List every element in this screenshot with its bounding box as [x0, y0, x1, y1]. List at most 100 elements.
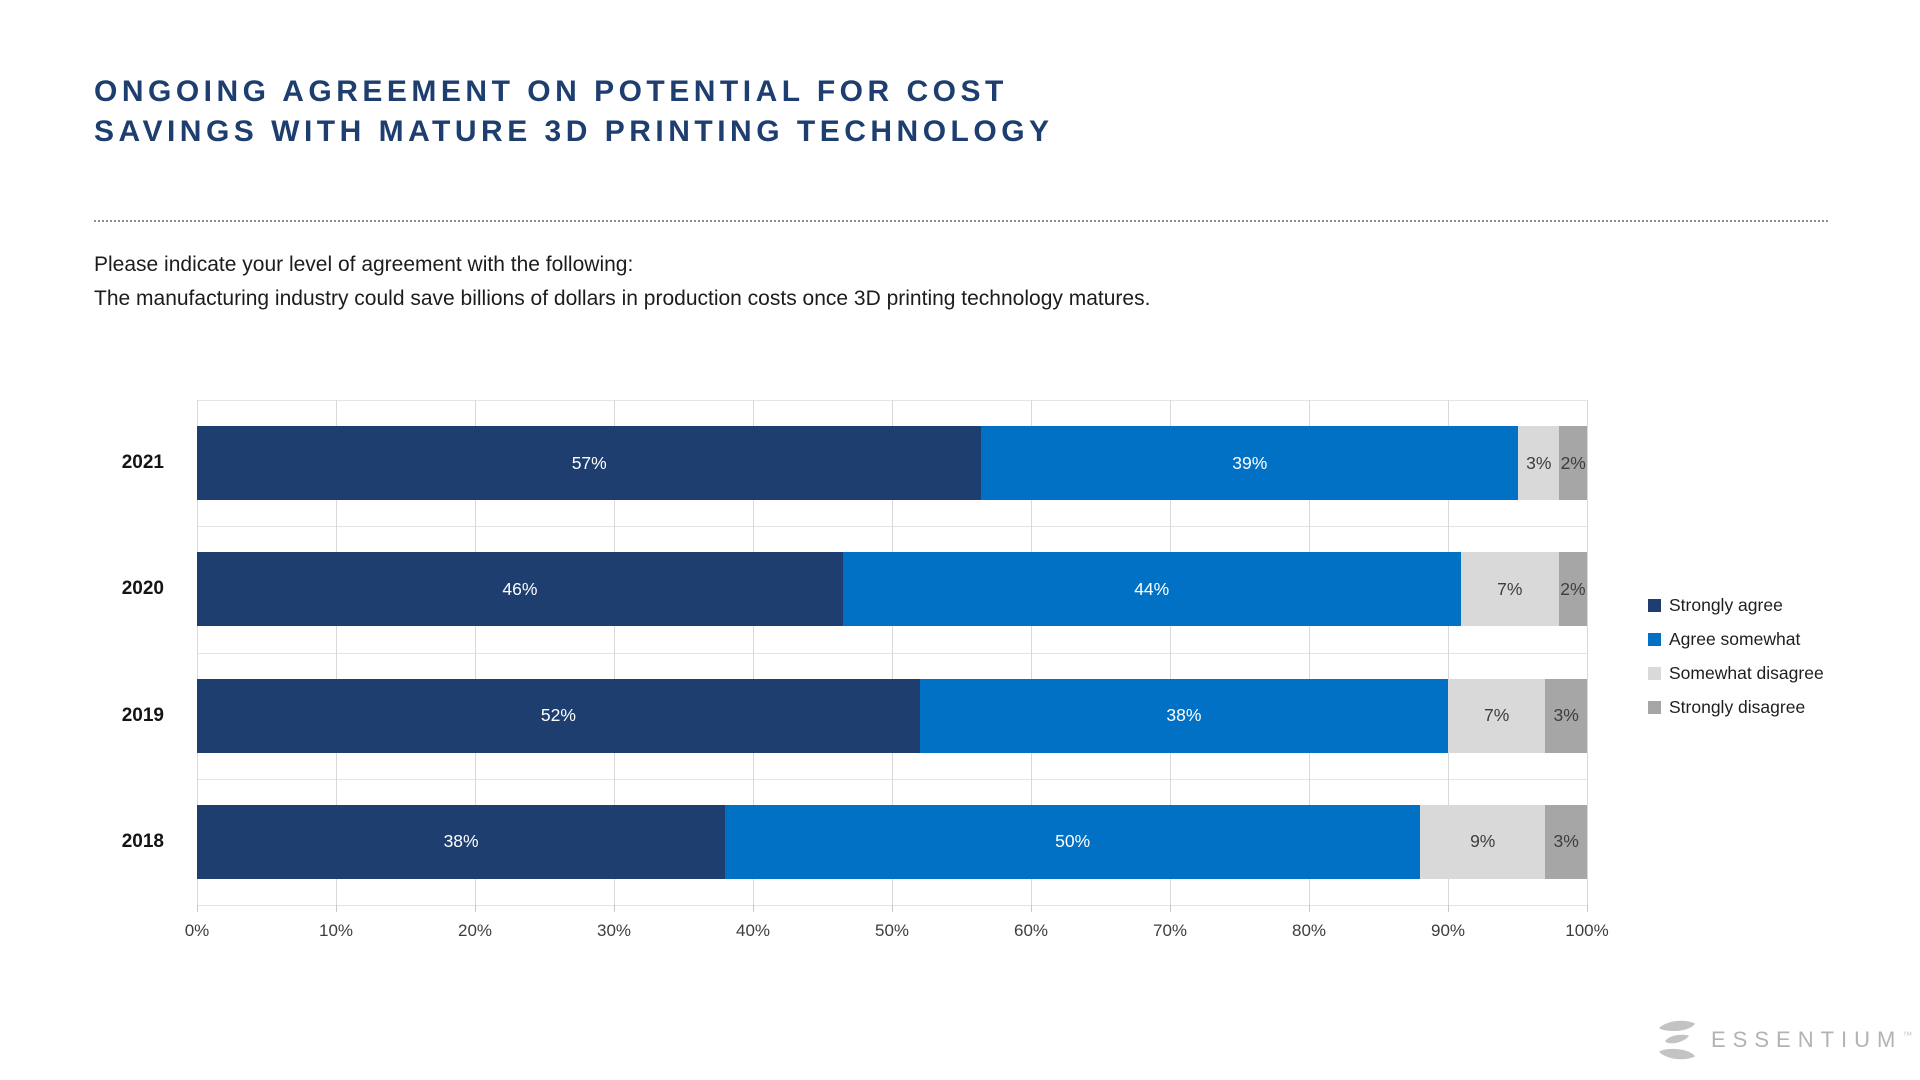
bar-segment: 7%: [1448, 678, 1546, 753]
axis-tick-label: 20%: [457, 921, 493, 940]
percent-axis: 0% 10% 20% 30% 40% 50% 60% 70% 80% 90% 100%: [185, 905, 1609, 955]
bar-segment: 3%: [1518, 426, 1560, 501]
bar-segment: 38%: [919, 678, 1448, 753]
bar-segment: 46%: [197, 552, 843, 627]
bar-value-label: 46%: [502, 578, 538, 599]
legend-swatch: [1648, 666, 1661, 680]
category-label: 2020: [121, 578, 164, 600]
bar-segment: 2%: [1558, 552, 1587, 627]
dotted-divider: [94, 220, 1828, 222]
axis-tick: [1448, 905, 1449, 912]
bar-value-label: 9%: [1470, 831, 1496, 852]
category-band: 38% 50% 9% 3%: [197, 779, 1587, 905]
bar-segment: 9%: [1420, 804, 1546, 879]
gridline-vertical: [1031, 400, 1032, 905]
axis-tick-label: 60%: [1013, 921, 1049, 940]
bar-segment: 39%: [981, 426, 1519, 501]
axis-tick-label: 80%: [1291, 921, 1327, 940]
stacked-bar: 46% 44% 7% 2%: [197, 552, 1587, 627]
category-label: 2018: [121, 830, 164, 852]
axis-tick: [1170, 905, 1171, 912]
axis-tick: [1309, 905, 1310, 912]
legend-label: Somewhat disagree: [1669, 662, 1824, 683]
legend-item: Strongly disagree: [1648, 690, 1824, 724]
gridline-vertical: [336, 400, 337, 905]
bar-segment: 57%: [197, 426, 982, 501]
axis-tick-label: 50%: [874, 921, 910, 940]
bar-segment: 7%: [1460, 552, 1559, 627]
subtitle-line1: Please indicate your level of agreement …: [94, 253, 634, 276]
axis-tick: [475, 905, 476, 912]
bar-value-label: 39%: [1232, 452, 1268, 473]
bar-value-label: 7%: [1484, 705, 1510, 726]
legend-label: Agree somewhat: [1669, 628, 1801, 649]
gridline-vertical: [1170, 400, 1171, 905]
bar-value-label: 3%: [1553, 831, 1579, 852]
page-title: ONGOING AGREEMENT ON POTENTIAL FOR COST …: [94, 72, 1054, 152]
gridline-vertical: [475, 400, 476, 905]
chart-subtitle: Please indicate your level of agreement …: [94, 248, 1150, 315]
axis-tick: [336, 905, 337, 912]
axis-tick: [614, 905, 615, 912]
axis-tick-label: 0%: [184, 921, 210, 940]
category-band: 52% 38% 7% 3%: [197, 653, 1587, 779]
legend-swatch: [1648, 598, 1661, 612]
essentium-logo: ESSENTIUM™: [1656, 1018, 1912, 1062]
stacked-bar: 52% 38% 7% 3%: [197, 678, 1587, 753]
legend-item: Agree somewhat: [1648, 622, 1824, 656]
chart-legend: Strongly agree Agree somewhat Somewhat dis…: [1648, 588, 1824, 724]
axis-tick: [753, 905, 754, 912]
axis-tick: [892, 905, 893, 912]
bar-segment: 3%: [1545, 804, 1587, 879]
axis-tick-label: 100%: [1565, 921, 1609, 940]
category-label: 2019: [121, 704, 164, 726]
axis-tick-label: 10%: [318, 921, 354, 940]
axis-tick-label: 90%: [1430, 921, 1466, 940]
category-label: 2021: [121, 452, 164, 474]
bar-value-label: 2%: [1560, 578, 1586, 599]
axis-tick-label: 70%: [1152, 921, 1188, 940]
stacked-bar-chart: 57% 39% 3% 2% 46% 44% 7% 2% 52% 38% 7% 3% 38% 50% 9% 3%: [197, 400, 1588, 906]
bar-value-label: 7%: [1497, 578, 1523, 599]
essentium-logo-mark: [1659, 1020, 1695, 1060]
essentium-logo-text: ESSENTIUM™: [1711, 1027, 1913, 1052]
page-title-line2: SAVINGS WITH MATURE 3D PRINTING TECHNOLO…: [94, 115, 1054, 149]
gridline-vertical: [753, 400, 754, 905]
axis-tick: [1031, 905, 1032, 912]
bar-value-label: 52%: [540, 705, 576, 726]
axis-tick: [197, 905, 198, 912]
bar-value-label: 50%: [1055, 831, 1091, 852]
gridline-vertical: [1309, 400, 1310, 905]
bar-segment: 44%: [842, 552, 1461, 627]
gridline-vertical: [1587, 400, 1588, 905]
bar-value-label: 57%: [571, 452, 607, 473]
stacked-bar: 38% 50% 9% 3%: [197, 804, 1587, 879]
gridline-vertical: [197, 400, 198, 905]
bar-segment: 52%: [197, 678, 920, 753]
category-band: 57% 39% 3% 2%: [197, 400, 1587, 526]
bar-value-label: 38%: [1166, 705, 1202, 726]
axis-tick-label: 40%: [735, 921, 771, 940]
legend-item: Somewhat disagree: [1648, 656, 1824, 690]
bar-value-label: 3%: [1526, 452, 1552, 473]
gridline-vertical: [1448, 400, 1449, 905]
legend-swatch: [1648, 632, 1661, 646]
legend-item: Strongly agree: [1648, 588, 1824, 622]
bar-value-label: 2%: [1560, 452, 1586, 473]
bar-value-label: 44%: [1134, 578, 1170, 599]
category-axis: 2021 2020 2019 2018: [60, 400, 180, 905]
axis-tick-label: 30%: [596, 921, 632, 940]
axis-tick: [1587, 905, 1588, 912]
legend-label: Strongly agree: [1669, 594, 1783, 615]
legend-label: Strongly disagree: [1669, 696, 1806, 717]
gridline-vertical: [614, 400, 615, 905]
bar-value-label: 3%: [1553, 705, 1579, 726]
page-title-line1: ONGOING AGREEMENT ON POTENTIAL FOR COST: [94, 75, 1008, 108]
stacked-bar: 57% 39% 3% 2%: [197, 426, 1587, 501]
bar-segment: 2%: [1559, 426, 1587, 501]
bar-segment: 3%: [1545, 678, 1587, 753]
subtitle-line2: The manufacturing industry could save bi…: [94, 286, 1151, 310]
trademark-symbol: ™: [1902, 1030, 1913, 1042]
bar-segment: 50%: [725, 804, 1421, 879]
